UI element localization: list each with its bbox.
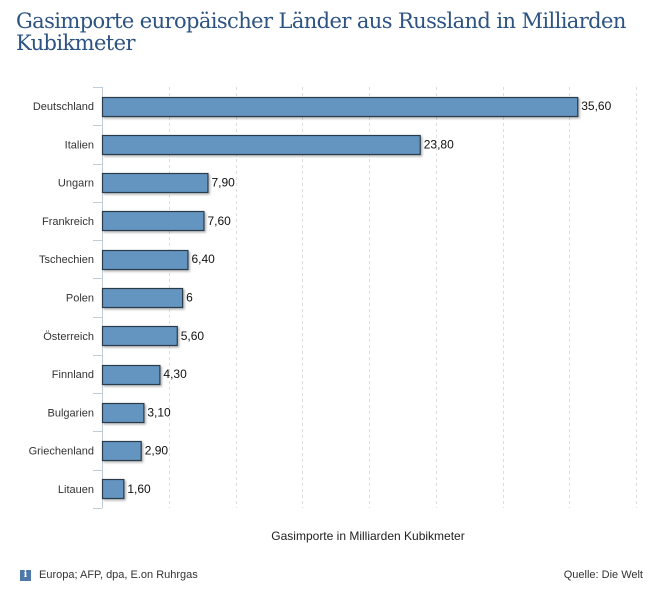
value-label: 7,60 [207,214,231,228]
value-label: 1,60 [127,482,151,496]
y-axis [93,87,103,509]
bar-frankreich[interactable] [101,210,205,232]
category-label: Tschechien [39,254,94,266]
category-label: Bulgarien [48,407,94,419]
credit: Quelle: Die Welt [563,569,643,581]
bar-italien[interactable] [101,134,421,156]
value-label: 23,80 [424,137,454,151]
value-label: 5,60 [181,329,205,343]
info-icon[interactable]: i [20,569,31,581]
category-labels: Deutschland Italien Ungarn Frankreich Tschec… [29,101,94,496]
chart-title: Gasimporte europäischer Länder aus Russl… [16,9,626,55]
category-label: Deutschland [33,101,94,113]
value-labels: 35,60 23,80 7,90 7,60 6,40 6 5,60 4,30 3,10 2,90 1… [127,99,611,496]
grid-lines [169,87,637,508]
bar-ungarn[interactable] [101,172,209,194]
bar-österreich[interactable] [101,325,178,347]
value-label: 35,60 [581,99,611,113]
value-label: 6 [186,291,193,305]
category-label: Italien [65,139,94,151]
source-note: i Europa; AFP, dpa, E.on Ruhrgas [20,569,198,581]
bars [101,96,579,500]
category-label: Finnland [52,369,94,381]
value-label: 2,90 [145,444,169,458]
bar-polen[interactable] [101,287,184,309]
x-axis-title: Gasimporte in Milliarden Kubikmeter [271,529,464,543]
bar-finnland[interactable] [101,364,161,386]
category-label: Griechenland [29,446,94,458]
category-label: Österreich [43,331,94,343]
category-label: Ungarn [58,178,94,190]
value-label: 7,90 [211,176,235,190]
bar-bulgarien[interactable] [101,402,145,424]
bar-griechenland[interactable] [101,440,142,462]
category-label: Frankreich [42,216,94,228]
value-label: 4,30 [163,367,187,381]
source-note-text: Europa; AFP, dpa, E.on Ruhrgas [39,569,198,581]
bar-tschechien[interactable] [101,249,189,271]
value-label: 6,40 [191,252,215,266]
bar-deutschland[interactable] [101,96,579,118]
category-label: Polen [66,293,94,305]
bar-litauen[interactable] [101,478,125,500]
category-label: Litauen [58,484,94,496]
value-label: 3,10 [147,405,171,419]
